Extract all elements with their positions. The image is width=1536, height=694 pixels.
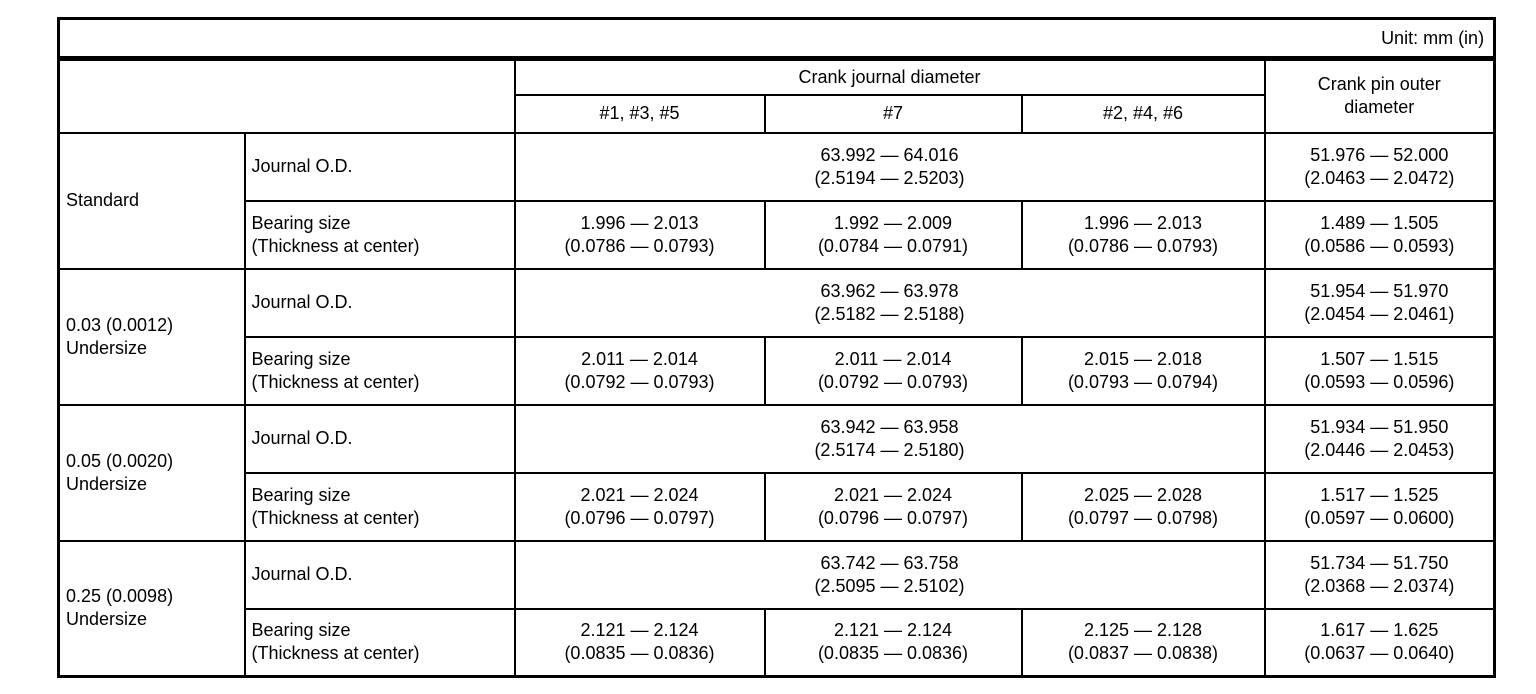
row-label-journal-od: Journal O.D.	[243, 267, 516, 338]
table-row-005-bearing: Bearing size (Thickness at center) 2.021…	[59, 471, 1496, 542]
header-crank-pin-outer-diameter: Crank pin outer diameter	[1263, 57, 1496, 134]
row-label-journal-od: Journal O.D.	[243, 403, 516, 474]
bearing-value-2-4-6: 2.125 — 2.128 (0.0837 — 0.0838)	[1020, 607, 1266, 678]
row-label-bearing-size: Bearing size (Thickness at center)	[243, 607, 516, 678]
header-row-2: #1, #3, #5 #7 #2, #4, #6	[59, 93, 1495, 134]
bearing-value-2-4-6: 2.025 — 2.028 (0.0797 — 0.0798)	[1020, 471, 1266, 542]
bearing-value-1-3-5: 1.996 — 2.013 (0.0786 — 0.0793)	[513, 199, 766, 270]
col-header-journal-1-3-5: #1, #3, #5	[513, 93, 766, 134]
pin-od-value: 51.934 — 51.950 (2.0446 — 2.0453)	[1263, 403, 1496, 474]
crankshaft-spec-table: Unit: mm (in) Crank journal diameter Cra…	[57, 17, 1497, 678]
group-label-025-undersize: 0.25 (0.0098) Undersize	[57, 539, 246, 678]
row-label-bearing-size: Bearing size (Thickness at center)	[243, 471, 516, 542]
table-row-003-bearing: Bearing size (Thickness at center) 2.011…	[59, 335, 1496, 406]
journal-od-value: 63.992 — 64.016 (2.5194 — 2.5203)	[513, 131, 1266, 202]
table-row-005-journal: 0.05 (0.0020) Undersize Journal O.D. 63.…	[57, 403, 1496, 542]
journal-od-value: 63.962 — 63.978 (2.5182 — 2.5188)	[513, 267, 1266, 338]
header-row-1: Crank journal diameter Crank pin outer d…	[57, 57, 1496, 134]
unit-label: Unit: mm (in)	[57, 17, 1496, 61]
bearing-value-pin: 1.507 — 1.515 (0.0593 — 0.0596)	[1263, 335, 1496, 406]
header-crank-journal-diameter: Crank journal diameter	[513, 57, 1266, 96]
unit-row: Unit: mm (in)	[57, 17, 1496, 61]
table-row-standard-journal: Standard Journal O.D. 63.992 — 64.016 (2…	[57, 131, 1496, 270]
table-row-003-journal: 0.03 (0.0012) Undersize Journal O.D. 63.…	[57, 267, 1496, 406]
table-row-025-bearing: Bearing size (Thickness at center) 2.121…	[59, 607, 1496, 678]
bearing-value-7: 2.011 — 2.014 (0.0792 — 0.0793)	[763, 335, 1023, 406]
row-label-bearing-size: Bearing size (Thickness at center)	[243, 199, 516, 270]
row-label-journal-od: Journal O.D.	[243, 539, 516, 610]
group-label-005-undersize: 0.05 (0.0020) Undersize	[57, 403, 246, 542]
group-label-003-undersize: 0.03 (0.0012) Undersize	[57, 267, 246, 406]
bearing-value-7: 2.121 — 2.124 (0.0835 — 0.0836)	[763, 607, 1023, 678]
row-label-journal-od: Journal O.D.	[243, 131, 516, 202]
journal-od-value: 63.942 — 63.958 (2.5174 — 2.5180)	[513, 403, 1266, 474]
row-label-bearing-size: Bearing size (Thickness at center)	[243, 335, 516, 406]
bearing-value-1-3-5: 2.011 — 2.014 (0.0792 — 0.0793)	[513, 335, 766, 406]
journal-od-value: 63.742 — 63.758 (2.5095 — 2.5102)	[513, 539, 1266, 610]
group-label-standard: Standard	[57, 131, 246, 270]
col-header-journal-7: #7	[763, 93, 1023, 134]
bearing-value-2-4-6: 1.996 — 2.013 (0.0786 — 0.0793)	[1020, 199, 1266, 270]
bearing-value-7: 2.021 — 2.024 (0.0796 — 0.0797)	[763, 471, 1023, 542]
bearing-value-7: 1.992 — 2.009 (0.0784 — 0.0791)	[763, 199, 1023, 270]
pin-od-value: 51.976 — 52.000 (2.0463 — 2.0472)	[1263, 131, 1496, 202]
col-header-journal-2-4-6: #2, #4, #6	[1020, 93, 1266, 134]
corner-cell	[57, 57, 516, 134]
bearing-value-pin: 1.617 — 1.625 (0.0637 — 0.0640)	[1263, 607, 1496, 678]
bearing-value-1-3-5: 2.021 — 2.024 (0.0796 — 0.0797)	[513, 471, 766, 542]
bearing-value-pin: 1.517 — 1.525 (0.0597 — 0.0600)	[1263, 471, 1496, 542]
pin-od-value: 51.734 — 51.750 (2.0368 — 2.0374)	[1263, 539, 1496, 610]
pin-od-value: 51.954 — 51.970 (2.0454 — 2.0461)	[1263, 267, 1496, 338]
table-row-025-journal: 0.25 (0.0098) Undersize Journal O.D. 63.…	[57, 539, 1496, 678]
bearing-value-pin: 1.489 — 1.505 (0.0586 — 0.0593)	[1263, 199, 1496, 270]
table-row-standard-bearing: Bearing size (Thickness at center) 1.996…	[59, 199, 1496, 270]
bearing-value-2-4-6: 2.015 — 2.018 (0.0793 — 0.0794)	[1020, 335, 1266, 406]
bearing-value-1-3-5: 2.121 — 2.124 (0.0835 — 0.0836)	[513, 607, 766, 678]
